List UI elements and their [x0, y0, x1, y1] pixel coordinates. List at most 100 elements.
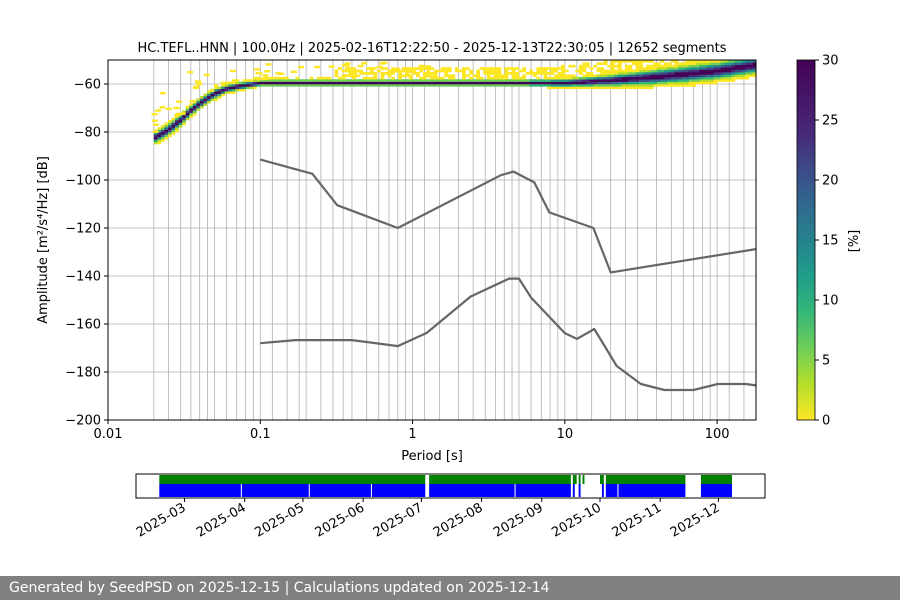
psd-density-cell [231, 84, 236, 87]
psd-density-cell [642, 84, 647, 87]
psd-density-cell [522, 76, 527, 80]
psd-density-cell [486, 67, 491, 70]
psd-density-cell [752, 69, 756, 73]
psd-density-cell [571, 84, 576, 87]
psd-density-cell [281, 81, 286, 85]
psd-density-cell [295, 79, 300, 82]
psd-density-cell [522, 81, 527, 85]
psd-density-cell [678, 62, 682, 66]
psd-density-cell [624, 72, 629, 75]
psd-density-cell [610, 81, 615, 85]
psd-density-cell [589, 76, 594, 80]
psd-density-cell [692, 84, 697, 87]
psd-density-cell [550, 86, 555, 90]
psd-density-cell [695, 60, 700, 63]
psd-density-cell [702, 69, 707, 73]
psd-density-cell [182, 117, 187, 121]
psd-density-cell [702, 60, 707, 63]
psd-density-cell [369, 81, 374, 85]
psd-density-cell [267, 84, 272, 87]
psd-density-cell [334, 79, 339, 82]
psd-density-cell [178, 124, 183, 128]
psd-density-cell [578, 86, 583, 90]
psd-density-cell [660, 79, 665, 82]
psd-density-cell [635, 84, 640, 87]
psd-density-cell [536, 72, 541, 75]
psd-density-cell [291, 79, 296, 82]
psd-density-cell [196, 100, 201, 104]
psd-density-cell [525, 81, 530, 85]
psd-density-cell [621, 84, 626, 87]
psd-density-cell [394, 67, 401, 71]
psd-density-cell [600, 69, 604, 73]
processed-segment [700, 475, 732, 484]
psd-density-cell [642, 79, 647, 82]
psd-density-cell [745, 46, 749, 49]
psd-density-cell [309, 81, 314, 85]
psd-density-cell [153, 139, 158, 142]
psd-density-cell [486, 84, 491, 87]
psd-density-cell [738, 76, 743, 80]
psd-density-cell [500, 84, 505, 87]
psd-density-cell [403, 67, 410, 70]
psd-density-cell [642, 86, 647, 90]
psd-density-cell [593, 86, 597, 90]
y-tick-label: −100 [65, 174, 101, 189]
psd-density-cell [695, 69, 700, 73]
psd-density-cell [500, 79, 505, 82]
psd-density-cell [444, 72, 449, 75]
psd-density-cell [706, 67, 711, 70]
psd-density-cell [564, 69, 569, 73]
psd-density-cell [380, 76, 385, 80]
psd-density-cell [256, 84, 261, 87]
psd-density-cell [624, 67, 629, 70]
psd-density-cell [547, 79, 551, 82]
psd-density-cell [748, 72, 753, 75]
psd-density-cell [749, 53, 753, 56]
psd-density-cell [175, 117, 179, 121]
psd-density-cell [585, 79, 590, 82]
psd-density-cell [699, 72, 704, 75]
psd-density-cell [614, 81, 619, 85]
psd-density-cell [681, 76, 686, 80]
psd-density-cell [380, 84, 385, 87]
psd-density-cell [709, 67, 714, 70]
psd-density-cell [334, 81, 339, 85]
psd-density-cell [249, 86, 254, 90]
psd-density-cell [405, 72, 410, 75]
psd-density-cell [160, 134, 165, 138]
psd-density-cell [327, 84, 332, 87]
psd-density-cell [341, 69, 346, 73]
psd-density-cell [490, 76, 495, 80]
psd-density-cell [596, 67, 601, 70]
psd-density-cell [667, 76, 672, 80]
psd-density-cell [539, 79, 544, 82]
psd-density-cell [685, 81, 689, 85]
psd-density-cell [692, 72, 697, 75]
psd-density-cell [578, 76, 583, 80]
psd-density-cell [731, 74, 736, 78]
psd-density-cell [299, 79, 303, 82]
psd-density-cell [302, 79, 307, 82]
data-gap [514, 484, 516, 497]
psd-density-cell [409, 70, 416, 74]
psd-density-cell [617, 86, 622, 90]
psd-density-cell [585, 62, 590, 66]
psd-density-cell [387, 79, 392, 82]
x-tick-label: 100 [705, 427, 730, 442]
psd-density-cell [168, 127, 172, 130]
psd-density-cell [196, 98, 201, 102]
psd-density-cell [543, 79, 548, 82]
psd-density-cell [752, 62, 756, 66]
data-gap [617, 484, 619, 497]
psd-density-cell [578, 81, 583, 85]
psd-density-cell [731, 55, 735, 58]
psd-density-cell [401, 81, 406, 85]
psd-density-cell [649, 60, 654, 63]
psd-density-cell [610, 62, 615, 66]
psd-density-cell [493, 69, 498, 73]
psd-density-cell [667, 79, 672, 82]
psd-density-cell [632, 79, 636, 82]
psd-density-cell [603, 81, 608, 85]
psd-density-cell [263, 84, 268, 87]
